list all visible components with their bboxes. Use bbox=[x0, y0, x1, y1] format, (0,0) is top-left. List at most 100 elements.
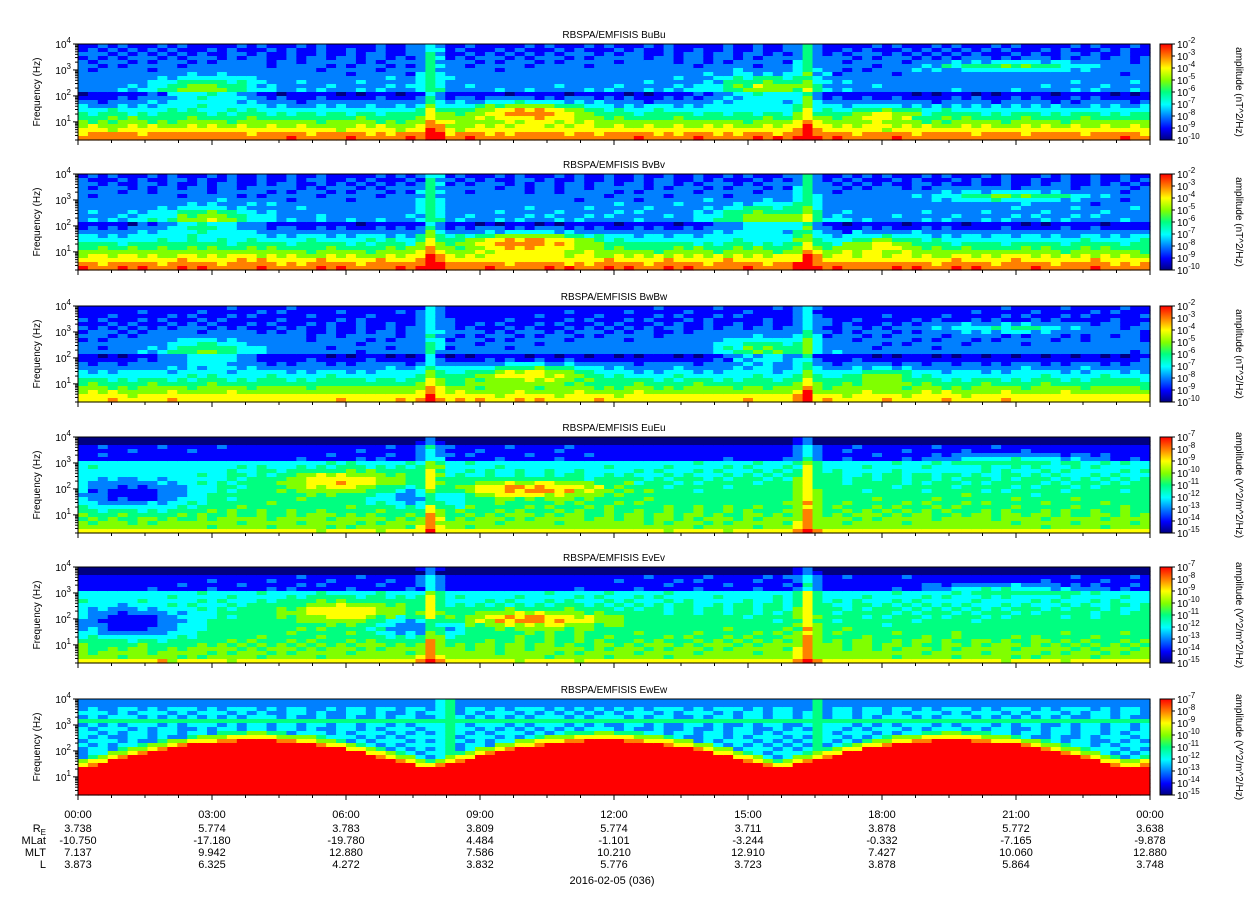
heatmap-cell bbox=[902, 84, 913, 89]
heatmap-cell bbox=[683, 64, 694, 69]
heatmap-cell bbox=[1021, 108, 1032, 113]
heatmap-cell bbox=[803, 108, 814, 113]
heatmap-cell bbox=[445, 84, 456, 89]
heatmap-cell bbox=[892, 72, 903, 77]
heatmap-cell bbox=[594, 120, 605, 125]
heatmap-cell bbox=[207, 174, 218, 179]
heatmap-cell bbox=[922, 258, 933, 263]
heatmap-cell bbox=[177, 210, 188, 215]
heatmap-cell bbox=[743, 206, 754, 211]
heatmap-cell bbox=[207, 222, 218, 227]
heatmap-cell bbox=[723, 52, 734, 57]
heatmap-cell bbox=[217, 112, 228, 117]
heatmap-cell bbox=[713, 198, 724, 203]
heatmap-cell bbox=[932, 258, 943, 263]
heatmap-cell bbox=[604, 80, 615, 85]
heatmap-cell bbox=[455, 52, 466, 57]
heatmap-cell bbox=[564, 108, 575, 113]
heatmap-cell bbox=[485, 246, 496, 251]
heatmap-cell bbox=[892, 218, 903, 223]
heatmap-cell bbox=[376, 88, 387, 93]
heatmap-cell bbox=[1120, 76, 1131, 81]
heatmap-cell bbox=[525, 92, 536, 97]
heatmap-cell bbox=[961, 262, 972, 267]
heatmap-cell bbox=[951, 190, 962, 195]
heatmap-cell bbox=[465, 254, 476, 259]
heatmap-cell bbox=[356, 132, 367, 137]
heatmap-cell bbox=[108, 128, 119, 133]
heatmap-cell bbox=[1110, 84, 1121, 89]
heatmap-cell bbox=[286, 262, 297, 267]
heatmap-cell bbox=[257, 226, 268, 231]
heatmap-cell bbox=[396, 68, 407, 73]
heatmap-cell bbox=[733, 96, 744, 101]
heatmap-cell bbox=[545, 104, 556, 109]
heatmap-cell bbox=[455, 214, 466, 219]
heatmap-cell bbox=[415, 222, 426, 227]
heatmap-cell bbox=[326, 174, 337, 179]
heatmap-cell bbox=[207, 250, 218, 255]
heatmap-cell bbox=[892, 128, 903, 133]
heatmap-cell bbox=[654, 190, 665, 195]
heatmap-cell bbox=[406, 190, 417, 195]
heatmap-cell bbox=[604, 174, 615, 179]
heatmap-cell bbox=[763, 206, 774, 211]
heatmap-cell bbox=[257, 100, 268, 105]
heatmap-cell bbox=[396, 194, 407, 199]
heatmap-cell bbox=[495, 262, 506, 267]
heatmap-cell bbox=[406, 226, 417, 231]
heatmap-cell bbox=[564, 56, 575, 61]
heatmap-cell bbox=[98, 104, 109, 109]
heatmap-cell bbox=[902, 76, 913, 81]
heatmap-cell bbox=[683, 56, 694, 61]
heatmap-cell bbox=[813, 84, 824, 89]
heatmap-cell bbox=[1001, 92, 1012, 97]
heatmap-cell bbox=[286, 250, 297, 255]
heatmap-cell bbox=[644, 182, 655, 187]
heatmap-cell bbox=[465, 226, 476, 231]
heatmap-cell bbox=[862, 100, 873, 105]
heatmap-cell bbox=[277, 194, 288, 199]
heatmap-cell bbox=[98, 190, 109, 195]
heatmap-cell bbox=[425, 52, 436, 57]
heatmap-cell bbox=[803, 52, 814, 57]
heatmap-cell bbox=[634, 84, 645, 89]
heatmap-cell bbox=[654, 238, 665, 243]
heatmap-cell bbox=[654, 246, 665, 251]
heatmap-cell bbox=[415, 64, 426, 69]
heatmap-cell bbox=[217, 218, 228, 223]
heatmap-cell bbox=[892, 76, 903, 81]
heatmap-cell bbox=[842, 100, 853, 105]
heatmap-cell bbox=[951, 178, 962, 183]
heatmap-cell bbox=[822, 96, 833, 101]
heatmap-cell bbox=[445, 258, 456, 263]
heatmap-cell bbox=[515, 258, 526, 263]
heatmap-cell bbox=[951, 80, 962, 85]
heatmap-cell bbox=[942, 124, 953, 129]
heatmap-cell bbox=[981, 174, 992, 179]
heatmap-cell bbox=[1110, 120, 1121, 125]
heatmap-cell bbox=[922, 182, 933, 187]
heatmap-cell bbox=[545, 88, 556, 93]
heatmap-cell bbox=[277, 72, 288, 77]
heatmap-cell bbox=[346, 100, 357, 105]
heatmap-cell bbox=[634, 128, 645, 133]
heatmap-cell bbox=[425, 226, 436, 231]
heatmap-cell bbox=[1011, 254, 1022, 259]
heatmap-cell bbox=[644, 132, 655, 137]
heatmap-cell bbox=[892, 206, 903, 211]
heatmap-cell bbox=[942, 44, 953, 49]
heatmap-cell bbox=[217, 190, 228, 195]
heatmap-cell bbox=[445, 214, 456, 219]
heatmap-cell bbox=[753, 120, 764, 125]
heatmap-cell bbox=[505, 198, 516, 203]
heatmap-cell bbox=[207, 112, 218, 117]
heatmap-cell bbox=[793, 242, 804, 247]
heatmap-cell bbox=[902, 104, 913, 109]
heatmap-cell bbox=[882, 242, 893, 247]
heatmap-cell bbox=[108, 182, 119, 187]
heatmap-cell bbox=[634, 80, 645, 85]
heatmap-cell bbox=[753, 104, 764, 109]
heatmap-cell bbox=[336, 68, 347, 73]
heatmap-cell bbox=[614, 186, 625, 191]
